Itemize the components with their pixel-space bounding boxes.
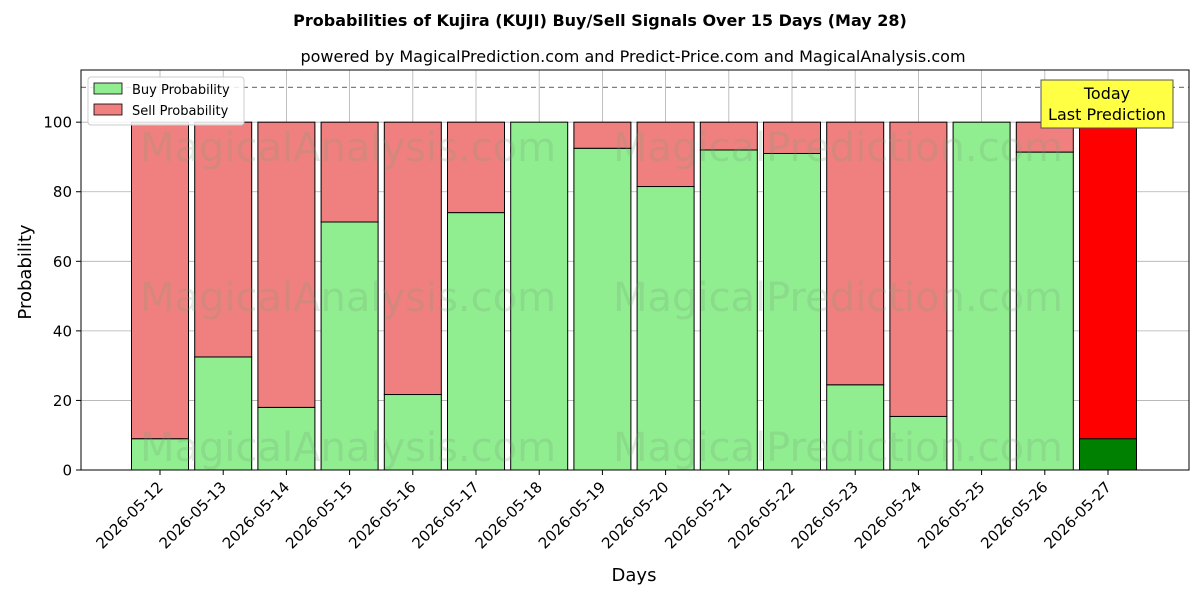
y-tick-label: 100 bbox=[43, 114, 72, 132]
x-tick-label: 2026-05-27 bbox=[1040, 478, 1114, 552]
watermark-6: MagicalPrediction.com bbox=[613, 425, 1063, 471]
legend-label-sell: Sell Probability bbox=[132, 104, 229, 119]
buy-bar bbox=[510, 121, 569, 471]
x-axis: 2026-05-122026-05-132026-05-142026-05-15… bbox=[92, 470, 1115, 552]
x-tick-label: 2026-05-15 bbox=[282, 478, 356, 552]
buy-bar bbox=[320, 221, 379, 471]
chart-subtitle: powered by MagicalPrediction.com and Pre… bbox=[300, 47, 965, 66]
watermark-1: MagicalAnalysis.com bbox=[140, 125, 556, 171]
sell-bar bbox=[763, 121, 821, 154]
today-annotation: Today Last Prediction bbox=[1040, 79, 1174, 129]
legend-swatch-buy bbox=[93, 82, 123, 95]
x-tick-label: 2026-05-21 bbox=[661, 478, 735, 552]
buy-bar bbox=[257, 406, 316, 471]
sell-bar bbox=[447, 121, 505, 214]
buy-bar bbox=[573, 147, 632, 471]
buy-bar bbox=[383, 394, 442, 471]
legend-label-buy: Buy Probability bbox=[132, 83, 230, 98]
buy-bar bbox=[1079, 438, 1137, 471]
x-tick-label: 2026-05-12 bbox=[92, 478, 166, 552]
x-tick-label: 2026-05-26 bbox=[977, 478, 1051, 552]
annotation-line-2: Last Prediction bbox=[1048, 105, 1166, 124]
buy-bar bbox=[826, 384, 885, 471]
sell-bar bbox=[131, 121, 189, 440]
sell-bar bbox=[573, 121, 632, 149]
x-tick-label: 2026-05-18 bbox=[472, 478, 546, 552]
x-axis-label: Days bbox=[612, 565, 657, 586]
legend: Buy Probability Sell Probability bbox=[87, 76, 245, 126]
sell-bar bbox=[320, 121, 379, 223]
sell-bar bbox=[826, 121, 885, 386]
watermark-5: MagicalAnalysis.com bbox=[140, 425, 556, 471]
buy-bar bbox=[952, 121, 1011, 471]
buy-bar bbox=[889, 415, 948, 471]
x-tick-label: 2026-05-20 bbox=[598, 478, 672, 552]
y-tick-label: 0 bbox=[62, 462, 72, 480]
watermark-2: MagicalPrediction.com bbox=[613, 125, 1063, 171]
sell-bar bbox=[1079, 121, 1137, 440]
x-tick-label: 2026-05-24 bbox=[851, 478, 925, 552]
y-tick-label: 20 bbox=[53, 392, 72, 410]
watermark-3: MagicalAnalysis.com bbox=[140, 275, 556, 321]
x-tick-label: 2026-05-25 bbox=[914, 478, 988, 552]
bars bbox=[131, 121, 1137, 471]
legend-box bbox=[87, 76, 245, 126]
y-axis: 0 20 40 60 80 100 bbox=[43, 114, 81, 480]
y-tick-label: 40 bbox=[53, 322, 72, 340]
buy-bar bbox=[763, 152, 821, 471]
plot-frame bbox=[80, 69, 1190, 471]
x-tick-label: 2026-05-14 bbox=[219, 478, 293, 552]
sell-bar bbox=[636, 121, 695, 188]
x-tick-label: 2026-05-19 bbox=[535, 478, 609, 552]
watermark-4: MagicalPrediction.com bbox=[613, 275, 1063, 321]
sell-bar bbox=[889, 121, 948, 417]
buy-bar bbox=[447, 212, 505, 471]
sell-bar bbox=[699, 121, 758, 151]
x-tick-label: 2026-05-23 bbox=[788, 478, 862, 552]
x-tick-label: 2026-05-17 bbox=[408, 478, 482, 552]
annotation-box bbox=[1040, 79, 1174, 129]
buy-bar bbox=[1015, 151, 1074, 471]
legend-swatch-sell bbox=[93, 103, 123, 116]
annotation-line-1: Today bbox=[1083, 84, 1130, 103]
sell-bar bbox=[383, 121, 442, 396]
buy-bar bbox=[636, 186, 695, 471]
x-tick-label: 2026-05-16 bbox=[345, 478, 419, 552]
x-tick-label: 2026-05-22 bbox=[724, 478, 798, 552]
y-tick-label: 60 bbox=[53, 253, 72, 271]
y-axis-label: Probability bbox=[15, 224, 36, 319]
sell-bar bbox=[194, 121, 253, 358]
watermarks: MagicalAnalysis.com MagicalPrediction.co… bbox=[140, 125, 1063, 471]
chart-title: Probabilities of Kujira (KUJI) Buy/Sell … bbox=[293, 11, 907, 30]
y-tick-label: 80 bbox=[53, 183, 72, 201]
x-tick-label: 2026-05-13 bbox=[156, 478, 230, 552]
sell-bar bbox=[257, 121, 316, 408]
